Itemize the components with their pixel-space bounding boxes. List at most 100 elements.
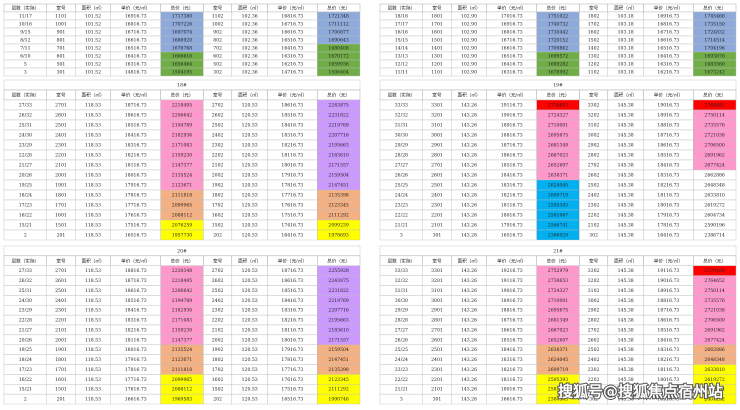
cell-text: 102.36 (242, 38, 258, 44)
cell-text: 1501 (431, 38, 443, 44)
cell-text: 2301 (55, 143, 67, 149)
cell-text: 26/26 (395, 173, 408, 179)
cell-text: 101.52 (85, 46, 101, 52)
cell-text: 2001 (55, 337, 67, 343)
cell-text: 120.53 (242, 143, 258, 149)
cell-text: 16816.73 (281, 14, 303, 20)
cell-text: 103.18 (618, 46, 634, 52)
cell-text: 2194789 (172, 123, 193, 129)
cell-text: 2609719 (548, 193, 569, 199)
cell-text: 18416.73 (501, 173, 523, 179)
cell-text: 702 (213, 46, 222, 52)
cell-text: 2633810 (704, 367, 725, 373)
cell-text: 18616.73 (657, 143, 679, 149)
cell-text: 102.90 (461, 22, 477, 28)
cell-text: 2102 (212, 163, 224, 169)
cell-text: 120.53 (242, 337, 258, 343)
cell-text: 1720152 (548, 38, 569, 44)
cell-text: 2401 (431, 357, 443, 363)
cell-text: 2231822 (328, 113, 349, 119)
cell-text: 2691962 (704, 327, 725, 333)
cell-text: 118.53 (85, 337, 101, 343)
cell-text: 143.26 (461, 347, 477, 353)
cell-text: 2677424 (704, 337, 725, 343)
cell-text: 18716.73 (657, 308, 679, 314)
cell-text: 18316.73 (125, 318, 147, 324)
cell-text: 2652697 (548, 163, 569, 169)
table-title: 19# (553, 83, 563, 89)
cell-text: 25/31 (19, 123, 32, 129)
cell-text: 18116.73 (281, 327, 303, 333)
cell-text: 143.26 (461, 113, 477, 119)
cell-text: 23/29 (19, 308, 32, 314)
column-header: 层数（实际） (388, 257, 416, 264)
cell-text: 802 (213, 38, 222, 44)
column-header: 总价（元） (327, 5, 350, 12)
cell-text: 2706500 (704, 143, 725, 149)
cell-text: 17816.73 (657, 223, 679, 229)
cell-text: 2502 (588, 183, 600, 189)
cell-text: 118.53 (85, 357, 101, 363)
cell-text: 18716.73 (501, 318, 523, 324)
cell-text: 3102 (588, 288, 600, 294)
cell-text: 22/22 (395, 377, 408, 383)
cell-text: 18616.73 (125, 288, 147, 294)
cell-text: 2076259 (172, 223, 193, 229)
cell-text: 17616.73 (281, 377, 303, 383)
cell-text: 18016.73 (501, 387, 523, 393)
cell-text: 18016.73 (125, 173, 147, 179)
cell-text: 18/24 (19, 357, 32, 363)
cell-text: 2401 (55, 298, 67, 304)
cell-text: 145.38 (618, 377, 634, 383)
cell-text: 1659936 (328, 62, 349, 68)
cell-text: 143.26 (461, 387, 477, 393)
column-header: 单价（元/㎡） (497, 92, 526, 99)
cell-text: 3 (400, 233, 403, 239)
cell-text: 120.53 (242, 163, 258, 169)
column-header: 室号 (56, 92, 66, 99)
cell-text: 102.90 (461, 30, 477, 36)
cell-text: 17/23 (19, 367, 32, 373)
cell-text: 1683560 (704, 62, 725, 68)
cell-text: 18316.73 (281, 133, 303, 139)
cell (693, 67, 737, 77)
cell-text: 17816.73 (281, 183, 303, 189)
cell-text: 16316.73 (125, 62, 147, 68)
cell-text: 3201 (431, 278, 443, 284)
cell-text: 16616.73 (125, 397, 147, 403)
cell-text: 2002 (212, 337, 224, 343)
cell-text: 120.53 (242, 233, 258, 239)
cell-text: 2602 (212, 278, 224, 284)
cell-text: 143.26 (461, 203, 477, 209)
cell-text: 118.53 (85, 233, 101, 239)
cell-text: 16916.73 (125, 14, 147, 20)
cell-text: 3 (400, 397, 403, 403)
cell-text: 102.90 (461, 54, 477, 60)
cell-text: 12/12 (395, 62, 408, 68)
cell-text: 143.26 (461, 298, 477, 304)
cell-text: 3202 (588, 113, 600, 119)
cell-text: 2604734 (704, 213, 725, 219)
cell-text: 18716.73 (501, 143, 523, 149)
cell-text: 101.52 (85, 54, 101, 60)
column-header: 总价（元） (547, 257, 570, 264)
cell-text: 17916.73 (657, 213, 679, 219)
cell-text: 18/24 (19, 193, 32, 199)
column-header: 面积（㎡） (458, 92, 481, 99)
cell-text: 2135398 (328, 367, 349, 373)
cell-text: 145.38 (618, 288, 634, 294)
cell-text: 2147451 (328, 183, 349, 189)
cell-text: 2135524 (172, 347, 193, 353)
cell-text: 2302 (588, 367, 600, 373)
cell-text: 19016.73 (501, 288, 523, 294)
cell-text: 2402 (588, 357, 600, 363)
cell-text: 2750114 (704, 288, 725, 294)
column-header: 单价（元/㎡） (497, 257, 526, 264)
cell-text: 2202 (212, 153, 224, 159)
cell-text: 2652697 (548, 337, 569, 343)
cell-text: 1602 (588, 30, 600, 36)
cell-text: 2402 (212, 133, 224, 139)
cell-text: 118.53 (85, 143, 101, 149)
cell-text: 143.26 (461, 327, 477, 333)
cell-text: 16616.73 (501, 397, 523, 403)
